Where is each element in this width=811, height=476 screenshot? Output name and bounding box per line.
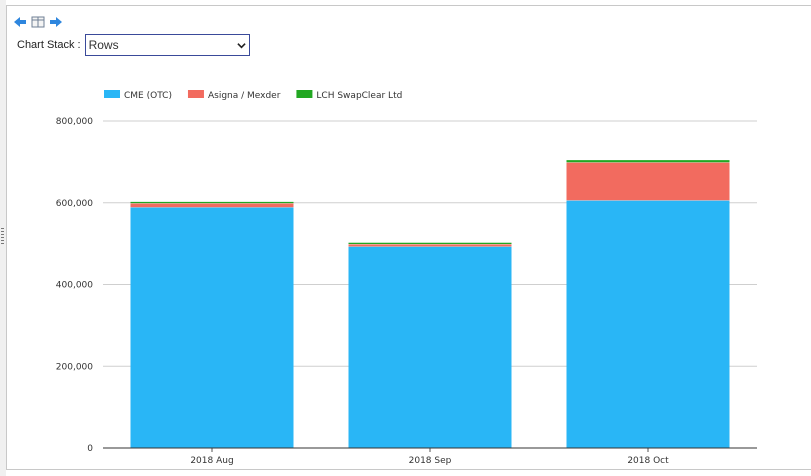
chart-stack-label: Chart Stack :	[17, 39, 81, 51]
left-panel-edge	[0, 0, 6, 476]
resize-handle[interactable]	[1, 228, 4, 246]
bar-segment	[566, 159, 730, 163]
legend-swatch	[187, 90, 204, 98]
bar-segment	[130, 207, 294, 448]
bar-segment	[348, 242, 512, 245]
chart-stack-value: Rows	[88, 38, 119, 52]
x-tick-label: 2018 Oct	[627, 456, 669, 466]
y-tick-label: 200,000	[56, 362, 93, 372]
chevron-down-icon	[236, 42, 246, 48]
chart-stack-control: Chart Stack : Rows	[17, 34, 250, 56]
toolbar	[13, 15, 63, 29]
legend-label: Asigna / Mexder	[208, 91, 281, 101]
y-tick-label: 800,000	[56, 117, 93, 127]
legend-swatch	[296, 90, 313, 98]
bar-segment	[348, 244, 512, 247]
bar-segment	[130, 201, 294, 204]
y-tick-label: 0	[87, 444, 93, 454]
bar-segment	[130, 203, 294, 208]
legend-swatch	[104, 90, 120, 98]
legend-label: LCH SwapClear Ltd	[316, 91, 402, 101]
x-tick-label: 2018 Aug	[190, 456, 233, 466]
bar-segment	[348, 246, 512, 448]
chart-panel	[6, 5, 811, 470]
table-view-icon[interactable]	[31, 15, 45, 29]
back-arrow-icon[interactable]	[13, 15, 27, 29]
forward-arrow-icon[interactable]	[49, 15, 63, 29]
bar-segment	[566, 200, 730, 448]
chart-stack-select[interactable]: Rows	[84, 34, 250, 56]
y-tick-label: 400,000	[56, 281, 93, 291]
y-tick-label: 600,000	[56, 199, 93, 209]
x-tick-label: 2018 Sep	[409, 456, 452, 466]
legend-label: CME (OTC)	[124, 91, 172, 101]
bar-segment	[566, 162, 730, 201]
